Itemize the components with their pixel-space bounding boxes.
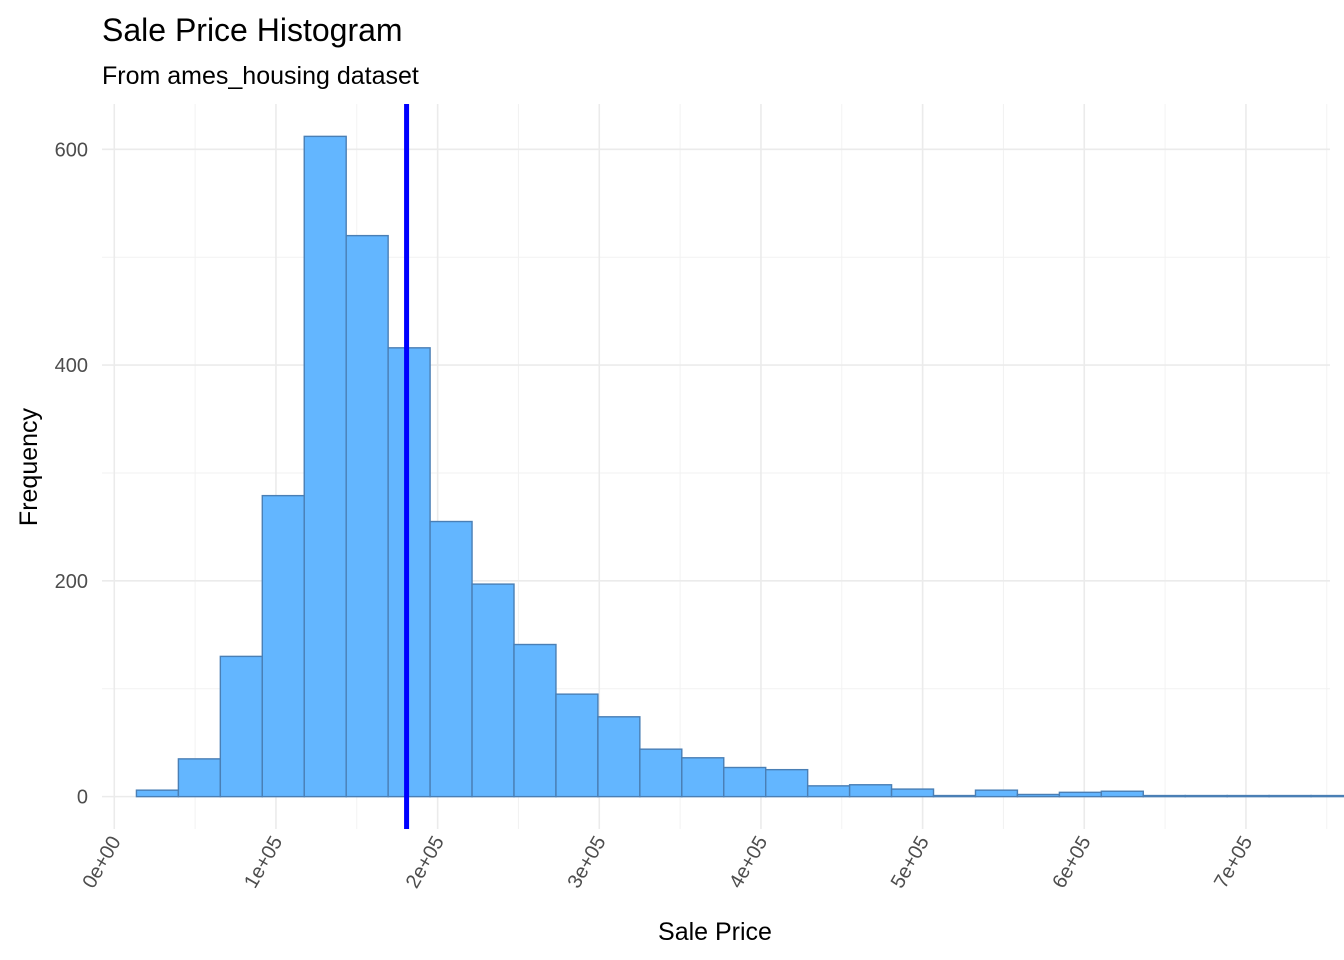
histogram-bar [345, 234, 389, 798]
histogram-bar [890, 788, 935, 798]
histogram-bar [1016, 793, 1061, 798]
histogram-bar [1142, 794, 1186, 798]
histogram-bar [1268, 794, 1312, 798]
histogram-bar [555, 693, 599, 798]
histogram-bar [471, 583, 515, 798]
x-tick-label: 6e+05 [1048, 833, 1095, 893]
chart-title: Sale Price Histogram [102, 12, 403, 48]
histogram-bar [1310, 794, 1344, 798]
histogram-bar [513, 643, 557, 798]
x-axis-ticks: 0e+00 1e+05 2e+05 3e+05 4e+05 5e+05 6e+05 7e+05 [78, 833, 1257, 893]
histogram-bar [303, 135, 347, 798]
y-tick-label: 0 [77, 787, 88, 809]
histogram-bar [1184, 794, 1228, 798]
x-tick-label: 2e+05 [402, 833, 449, 893]
histogram-bar [219, 655, 263, 798]
histogram-bar [177, 758, 222, 798]
histogram-bar [261, 494, 305, 798]
histogram-bar [723, 766, 767, 798]
y-tick-label: 200 [55, 571, 88, 593]
x-tick-label: 4e+05 [725, 833, 772, 893]
histogram-bar [681, 757, 725, 798]
histogram-bar [135, 789, 180, 798]
x-tick-label: 0e+00 [78, 833, 125, 893]
histogram-bar [932, 794, 977, 798]
x-tick-label: 1e+05 [240, 833, 287, 893]
histogram-bar [848, 784, 893, 798]
histogram-bar [1226, 794, 1270, 798]
histogram-bar [639, 748, 683, 798]
histogram-bars [135, 135, 1344, 798]
histogram-bar [1058, 791, 1103, 798]
x-tick-label: 7e+05 [1210, 833, 1257, 893]
x-tick-label: 3e+05 [563, 833, 610, 893]
histogram-bar [429, 520, 473, 798]
x-tick-label: 5e+05 [887, 833, 934, 893]
y-tick-label: 600 [55, 139, 88, 161]
chart-subtitle: From ames_housing dataset [102, 62, 419, 90]
histogram-bar [1100, 790, 1144, 798]
y-axis-title: Frequency [15, 407, 43, 526]
histogram-bar [387, 347, 431, 798]
histogram-bar [806, 785, 851, 798]
x-axis-title: Sale Price [658, 918, 772, 946]
histogram-bar [974, 789, 1019, 798]
histogram-bar [765, 768, 809, 798]
y-axis-ticks: 0 200 400 600 [55, 139, 88, 808]
y-tick-label: 400 [55, 355, 88, 377]
histogram-bar [597, 716, 641, 798]
